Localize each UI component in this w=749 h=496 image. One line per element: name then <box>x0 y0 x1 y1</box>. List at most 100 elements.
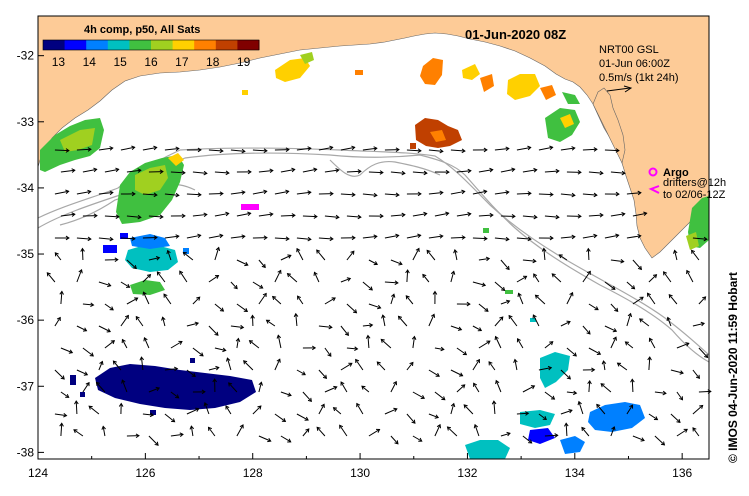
current-arrow <box>230 325 244 328</box>
current-arrow <box>362 193 377 196</box>
current-arrow <box>346 215 361 218</box>
current-arrow <box>368 303 381 309</box>
current-arrowhead <box>311 345 317 351</box>
current-arrow <box>120 237 135 240</box>
current-arrow <box>538 146 553 151</box>
current-arrowhead <box>422 273 427 279</box>
current-arrow <box>560 193 575 196</box>
current-arrow <box>428 235 443 239</box>
current-arrowhead <box>265 319 271 324</box>
current-arrowhead <box>566 320 571 325</box>
current-arrowhead <box>417 191 422 197</box>
current-arrow <box>143 337 150 349</box>
current-arrowhead <box>549 235 554 241</box>
current-arrowhead <box>90 302 95 308</box>
current-arrowhead <box>445 211 450 217</box>
colorbar-swatch <box>237 40 260 50</box>
current-arrow <box>121 379 128 393</box>
current-arrowhead <box>631 285 636 290</box>
current-arrowhead <box>258 381 263 386</box>
current-arrow <box>60 423 63 437</box>
current-arrowhead <box>517 292 522 297</box>
current-arrowhead <box>417 233 422 239</box>
current-arrow <box>390 381 397 393</box>
current-arrow <box>236 212 251 217</box>
current-arrowhead <box>124 314 129 319</box>
y-tick-label: -35 <box>17 247 35 261</box>
current-arrowhead <box>159 169 164 174</box>
current-arrowhead <box>71 212 76 217</box>
current-arrowhead <box>423 170 428 176</box>
current-arrow <box>610 303 619 312</box>
current-arrowhead <box>702 296 707 301</box>
current-arrowhead <box>637 265 643 271</box>
current-arrowhead <box>466 301 471 307</box>
current-arrow <box>670 413 681 423</box>
current-arrow <box>610 259 624 263</box>
current-arrow <box>382 315 386 327</box>
current-arrow <box>362 281 373 291</box>
current-arrow <box>588 303 599 311</box>
current-arrowhead <box>577 214 582 219</box>
current-arrowhead <box>257 405 262 410</box>
current-arrow <box>76 148 91 151</box>
current-arrow <box>494 191 509 195</box>
current-arrowhead <box>390 293 396 298</box>
current-arrow <box>582 325 591 335</box>
current-arrow <box>339 424 348 437</box>
current-arrowhead <box>195 407 200 412</box>
current-arrow <box>604 325 617 332</box>
current-arrowhead <box>653 416 659 421</box>
x-axis: 124 126 128 130 132 134 136 <box>28 453 692 480</box>
current-arrowhead <box>146 273 152 279</box>
sst-patches <box>40 52 709 459</box>
current-arrowhead <box>476 358 480 364</box>
current-arrowhead <box>660 441 666 446</box>
current-arrow <box>142 274 151 283</box>
current-arrowhead <box>639 318 644 323</box>
current-arrow <box>600 383 612 393</box>
current-arrow <box>578 401 584 415</box>
current-arrowhead <box>426 249 431 254</box>
current-arrowhead <box>461 148 466 154</box>
current-arrow <box>98 147 113 151</box>
current-arrowhead <box>615 148 620 153</box>
current-arrowhead <box>175 234 180 239</box>
current-arrowhead <box>263 148 268 153</box>
current-arrowhead <box>511 214 516 219</box>
current-arrow <box>587 248 590 261</box>
current-arrowhead <box>533 167 538 173</box>
current-arrowhead <box>524 411 530 416</box>
colorbar-swatch <box>107 40 130 50</box>
current-arrowhead <box>304 416 309 421</box>
current-arrow <box>324 347 332 357</box>
current-arrow <box>488 361 496 371</box>
current-arrow <box>280 254 292 261</box>
current-arrowhead <box>453 249 458 254</box>
current-arrowhead <box>381 314 386 319</box>
current-arrow <box>500 168 515 173</box>
current-arrow <box>142 193 157 196</box>
current-arrowhead <box>83 371 89 376</box>
current-arrowhead <box>420 394 426 399</box>
argo-label: Argo <box>663 167 689 179</box>
current-arrow <box>368 429 380 437</box>
current-arrow <box>214 171 229 174</box>
current-arrow <box>82 303 94 306</box>
current-arrow <box>296 369 306 376</box>
current-arrowhead <box>277 269 282 274</box>
current-arrow <box>500 300 510 305</box>
current-arrowhead <box>683 428 688 433</box>
current-arrowhead <box>65 189 70 195</box>
current-arrowhead <box>87 189 92 195</box>
current-arrow <box>98 237 113 240</box>
current-arrowhead <box>393 407 398 413</box>
current-arrowhead <box>505 299 511 305</box>
current-arrow <box>514 359 518 371</box>
current-arrowhead <box>194 321 200 327</box>
current-arrow <box>192 296 201 305</box>
current-arrow <box>186 234 201 239</box>
current-arrowhead <box>373 234 378 239</box>
current-arrow <box>428 149 443 152</box>
